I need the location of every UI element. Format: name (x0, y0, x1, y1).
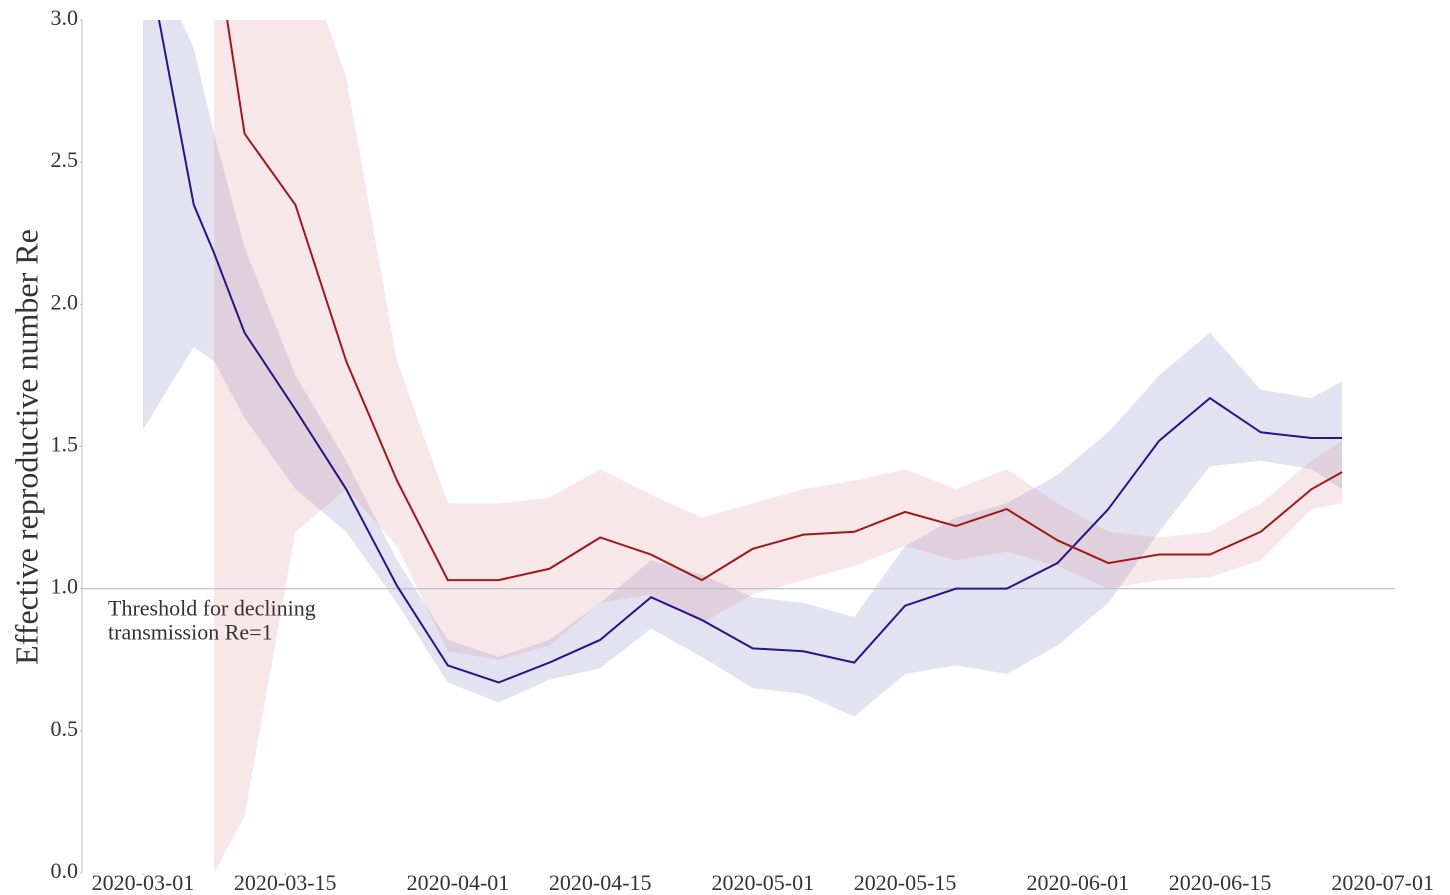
series-line (226, 20, 1343, 582)
confidence-band (214, 20, 1343, 873)
y-tick-label: 3.0 (51, 5, 79, 30)
y-tick-label: 0.5 (51, 716, 79, 741)
y-tick-label: 0.0 (51, 858, 79, 883)
threshold-annotation: transmission Re=1 (108, 620, 273, 645)
y-tick-label: 2.0 (51, 289, 79, 314)
y-tick-label: 1.5 (51, 432, 79, 457)
y-axis-label: Effective reproductive number Re (8, 229, 44, 665)
threshold-annotation: Threshold for declining (108, 596, 316, 621)
y-tick-label: 1.0 (51, 574, 79, 599)
y-tick-label: 2.5 (51, 147, 79, 172)
confidence-band (142, 20, 1343, 717)
series-line (157, 20, 1343, 684)
plot-area (82, 20, 1395, 873)
